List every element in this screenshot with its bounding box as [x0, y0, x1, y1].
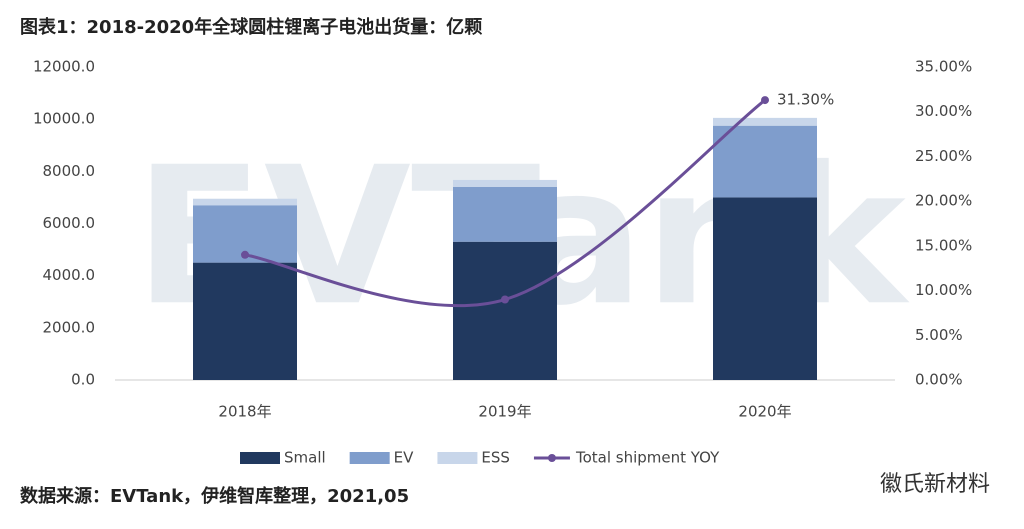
- bar-segment: [453, 186, 557, 242]
- y-tick-label: 12000.0: [33, 58, 95, 76]
- y2-tick-label: 10.00%: [915, 281, 972, 299]
- y-tick-label: 10000.0: [33, 110, 95, 128]
- x-tick-label: 2019年: [478, 403, 531, 421]
- line-point: [501, 295, 509, 304]
- legend-label: ESS: [481, 449, 510, 467]
- line-point: [761, 96, 769, 105]
- bar-segment: [713, 125, 817, 198]
- data-label: 31.30%: [777, 91, 834, 109]
- bar-segment: [453, 241, 557, 380]
- bar-segment: [193, 198, 297, 206]
- y-tick-label: 0.0: [71, 371, 95, 389]
- legend-label: Total shipment YOY: [575, 449, 720, 467]
- legend-label: EV: [394, 449, 414, 467]
- bar-segment: [713, 117, 817, 126]
- x-tick-label: 2018年: [218, 403, 271, 421]
- y2-tick-label: 25.00%: [915, 147, 972, 165]
- y2-tick-label: 5.00%: [915, 326, 963, 344]
- y-tick-label: 4000.0: [43, 266, 96, 284]
- y2-tick-label: 20.00%: [915, 192, 972, 210]
- y2-tick-label: 0.00%: [915, 371, 963, 389]
- line-point: [241, 250, 249, 259]
- y2-tick-label: 15.00%: [915, 236, 972, 254]
- y-tick-label: 6000.0: [43, 214, 96, 232]
- y-tick-label: 2000.0: [43, 318, 96, 336]
- y-tick-label: 8000.0: [43, 162, 96, 180]
- legend-marker: [547, 454, 556, 462]
- x-tick-label: 2020年: [738, 403, 791, 421]
- legend-label: Small: [284, 449, 326, 467]
- chart-title: 图表1：2018-2020年全球圆柱锂离子电池出货量：亿颗: [20, 16, 482, 38]
- y2-tick-label: 35.00%: [915, 58, 972, 76]
- source-note: 数据来源：EVTank，伊维智库整理，2021,05: [20, 485, 409, 507]
- legend-marker: [349, 452, 390, 464]
- legend-marker: [240, 452, 280, 464]
- watermark: 徽氏新材料: [880, 472, 990, 497]
- bar-segment: [713, 197, 817, 380]
- bar-segment: [193, 262, 297, 380]
- legend-marker: [437, 452, 478, 464]
- y2-tick-label: 30.00%: [915, 102, 972, 120]
- bar-segment: [453, 179, 557, 187]
